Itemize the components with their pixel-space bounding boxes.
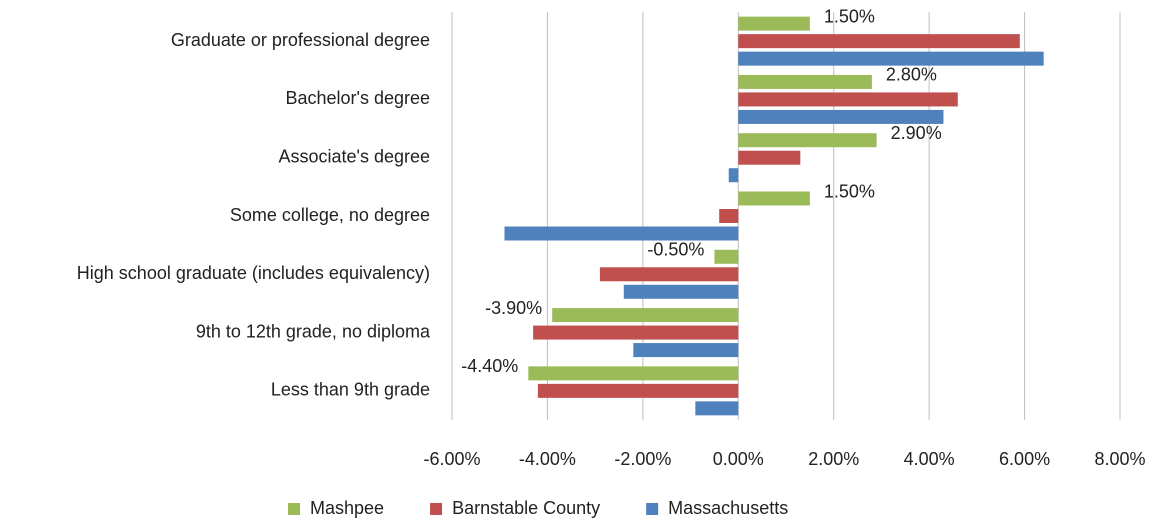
legend-label: Barnstable County: [452, 498, 600, 518]
category-label: Bachelor's degree: [285, 88, 430, 108]
bar: [738, 191, 810, 206]
bar: [695, 401, 739, 416]
data-label: 2.80%: [886, 65, 937, 85]
x-tick-label: 4.00%: [904, 449, 955, 469]
bar: [738, 16, 810, 31]
legend-swatch: [430, 503, 443, 515]
bar: [728, 168, 739, 183]
category-label: Graduate or professional degree: [171, 30, 430, 50]
bar: [528, 366, 739, 381]
data-label: 1.50%: [824, 6, 875, 26]
category-label: Associate's degree: [278, 146, 430, 166]
legend-swatch: [646, 503, 659, 515]
bar: [738, 109, 944, 124]
x-tick-label: 8.00%: [1094, 449, 1145, 469]
bar: [738, 74, 872, 89]
bar: [738, 133, 877, 148]
bar: [738, 150, 801, 165]
bar: [738, 51, 1044, 66]
data-label: -0.50%: [647, 240, 704, 260]
data-label: 2.90%: [891, 123, 942, 143]
legend-label: Massachusetts: [668, 498, 788, 518]
bar: [623, 284, 739, 299]
bar: [504, 226, 739, 241]
bar: [714, 249, 739, 264]
legend-label: Mashpee: [310, 498, 384, 518]
bar: [533, 325, 739, 340]
bar: [719, 209, 739, 223]
bar: [738, 92, 958, 107]
category-label: 9th to 12th grade, no diploma: [196, 321, 431, 341]
bar: [738, 34, 1020, 49]
category-label: Less than 9th grade: [271, 380, 430, 400]
bar: [633, 343, 739, 358]
data-label: -3.90%: [485, 298, 542, 318]
x-tick-label: 2.00%: [808, 449, 859, 469]
data-label: -4.40%: [461, 356, 518, 376]
category-label: Some college, no degree: [230, 205, 430, 225]
bar: [537, 383, 739, 398]
data-label: 1.50%: [824, 181, 875, 201]
x-tick-label: -6.00%: [423, 449, 480, 469]
x-tick-label: 0.00%: [713, 449, 764, 469]
legend-swatch: [288, 503, 300, 515]
x-tick-label: 6.00%: [999, 449, 1050, 469]
bar: [599, 267, 739, 282]
x-tick-label: -2.00%: [614, 449, 671, 469]
x-tick-label: -4.00%: [519, 449, 576, 469]
bar: [552, 308, 739, 323]
category-label: High school graduate (includes equivalen…: [77, 263, 430, 283]
